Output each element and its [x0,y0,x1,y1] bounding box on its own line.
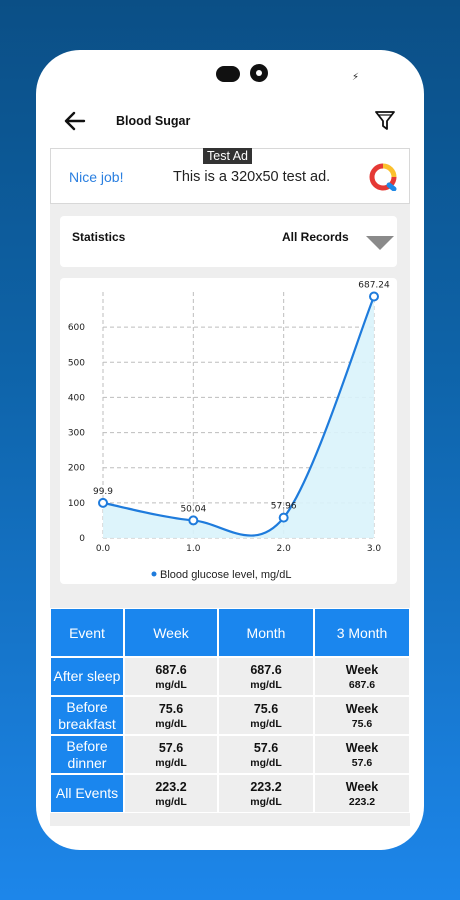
ad-banner[interactable]: Test Ad Nice job! This is a 320x50 test … [50,148,410,204]
three-month-value: 75.6 [351,717,373,730]
filter-icon[interactable] [374,110,396,132]
legend-label: Blood glucose level, mg/dL [160,569,291,581]
month-value: 223.2 [250,779,282,794]
week-unit: mg/dL [155,756,187,769]
y-tick-label: 300 [68,429,85,439]
week-unit: mg/dL [155,717,187,730]
table-row: Before breakfast 75.6 mg/dL 75.6 mg/dL Wee… [50,696,410,735]
ad-logo-icon [369,163,397,191]
three-month-label: Week [345,662,379,677]
charging-icon: ⚡ [352,72,360,83]
month-cell: 75.6 mg/dL [218,696,314,735]
three-month-cell: Week 687.6 [314,657,410,696]
table-header-row: Event Week Month 3 Month [50,608,410,657]
month-unit: mg/dL [250,795,282,808]
month-value: 687.6 [250,662,282,677]
three-month-cell: Week 223.2 [314,774,410,813]
y-tick-label: 400 [68,393,85,403]
statistics-label: Statistics [72,230,126,244]
x-tick-label: 0.0 [96,544,111,554]
data-label: 50.04 [180,504,206,514]
week-unit: mg/dL [155,795,187,808]
week-cell: 57.6 mg/dL [124,735,218,774]
event-cell: All Events [50,774,124,813]
glucose-line-chart: 0 100 200 300 400 500 600 0.0 1.0 2.0 3.0 99.9 50.04… [68,280,390,581]
header-month: Month [218,608,314,657]
three-month-label: Week [345,779,379,794]
app-bar: Blood Sugar [50,90,410,150]
y-tick-label: 200 [68,464,85,474]
x-tick-label: 1.0 [186,544,201,554]
data-label: 99.9 [93,487,113,497]
week-cell: 223.2 mg/dL [124,774,218,813]
week-unit: mg/dL [155,678,187,691]
data-point [98,497,108,508]
y-tick-label: 500 [68,358,85,368]
earpiece [216,66,240,82]
header-3-month: 3 Month [314,608,410,657]
event-cell: After sleep [50,657,124,696]
data-point [278,512,289,523]
event-cell: Before breakfast [50,696,124,735]
ad-badge: Test Ad [203,148,252,164]
legend-marker [151,571,157,577]
series-area-fill [103,296,374,538]
month-unit: mg/dL [250,756,282,769]
week-cell: 687.6 mg/dL [124,657,218,696]
three-month-label: Week [345,740,379,755]
y-tick-label: 600 [68,323,85,333]
week-value: 57.6 [158,740,184,755]
statistics-card: Statistics All Records [60,216,397,267]
series-line [102,296,376,537]
page-title: Blood Sugar [116,114,191,128]
back-arrow-icon[interactable] [62,108,88,134]
month-unit: mg/dL [250,717,282,730]
x-tick-label: 2.0 [277,544,292,554]
camera-icon [250,64,268,82]
table-row: Before dinner 57.6 mg/dL 57.6 mg/dL Week 57… [50,735,410,774]
event-cell: Before dinner [50,735,124,774]
week-cell: 75.6 mg/dL [124,696,218,735]
table-row: After sleep 687.6 mg/dL 687.6 mg/dL Week 68… [50,657,410,696]
header-week: Week [124,608,218,657]
three-month-value: 223.2 [348,795,376,808]
week-value: 687.6 [155,662,187,677]
three-month-cell: Week 75.6 [314,696,410,735]
month-value: 57.6 [253,740,279,755]
y-tick-label: 100 [68,499,85,509]
data-point [188,515,199,526]
dropdown-caret-icon[interactable] [366,236,394,250]
ad-text: This is a 320x50 test ad. [173,169,331,185]
month-cell: 687.6 mg/dL [218,657,314,696]
y-tick-label: 0 [79,534,85,544]
three-month-label: Week [345,701,379,716]
chart-card: 0 100 200 300 400 500 600 0.0 1.0 2.0 3.0 99.9 50.04… [60,278,397,584]
week-value: 75.6 [158,701,184,716]
week-value: 223.2 [155,779,187,794]
month-value: 75.6 [253,701,279,716]
data-point [369,291,379,302]
month-unit: mg/dL [250,678,282,691]
table-row: All Events 223.2 mg/dL 223.2 mg/dL Week 223… [50,774,410,813]
three-month-cell: Week 57.6 [314,735,410,774]
ad-headline: Nice job! [69,169,124,185]
three-month-value: 687.6 [348,678,376,691]
header-event: Event [50,608,124,657]
month-cell: 223.2 mg/dL [218,774,314,813]
data-label: 687.24 [358,280,390,290]
records-dropdown[interactable]: All Records [282,230,349,244]
three-month-value: 57.6 [351,756,373,769]
summary-table: Event Week Month 3 Month After sleep 687… [50,608,410,813]
month-cell: 57.6 mg/dL [218,735,314,774]
app-screen: Blood Sugar Test Ad Nice job! This is a … [50,90,410,826]
data-label: 57.96 [271,502,297,512]
x-tick-label: 3.0 [367,544,382,554]
